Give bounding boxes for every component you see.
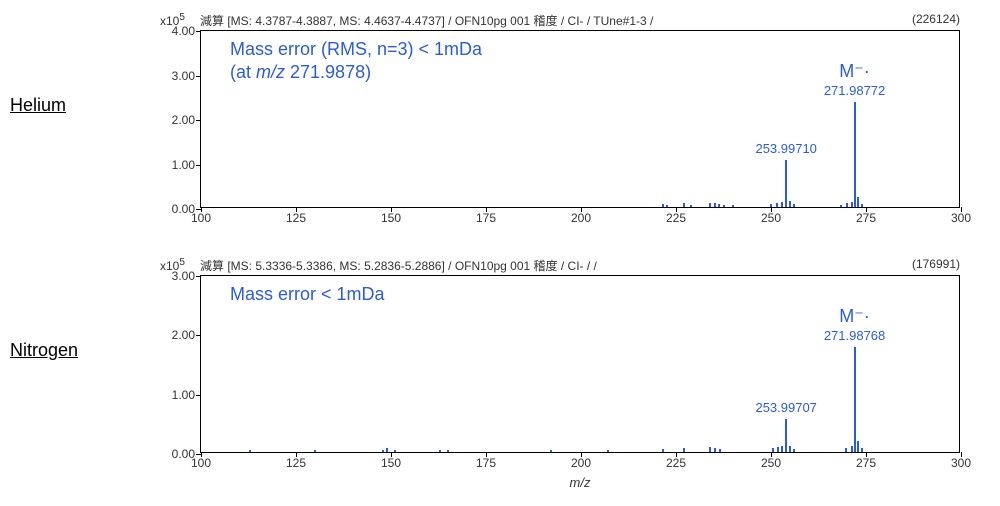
spectrum-peak [776, 203, 778, 207]
peak-label-secondary: 253.99707 [755, 400, 816, 415]
x-tick-label: 100 [191, 456, 211, 470]
x-tick-label: 100 [191, 211, 211, 225]
spectrum-peak [683, 203, 685, 207]
spectrum-peak [723, 205, 725, 207]
spectrum-peak [709, 447, 711, 452]
y-tick-label: 1.00 [172, 158, 195, 172]
spectrum-peak [718, 204, 720, 207]
spectrum-peak [861, 448, 863, 452]
x-tick-label: 125 [286, 211, 306, 225]
spectrum-peak [857, 441, 859, 452]
x-tick-label: 200 [571, 211, 591, 225]
spectrum-peak [683, 448, 685, 452]
spectrum-peak [447, 450, 449, 452]
x-tick-label: 225 [666, 456, 686, 470]
spectrum-peak [550, 450, 552, 452]
spectrum-peak [845, 448, 847, 452]
spectrum-peak [666, 205, 668, 207]
spectrum-peak [789, 201, 791, 207]
x-tick-label: 225 [666, 211, 686, 225]
spectrum-peak [690, 205, 692, 207]
spectrum-peak [714, 203, 716, 207]
annotation-line1: Mass error (RMS, n=3) < 1mDa [230, 38, 482, 61]
series-label-nitrogen: Nitrogen [10, 340, 78, 361]
x-tick-label: 150 [381, 211, 401, 225]
spectrum-peak [840, 205, 842, 207]
x-tick-label: 300 [951, 456, 971, 470]
x-tick-label: 275 [856, 456, 876, 470]
annotation-nitrogen: Mass error < 1mDa [230, 283, 385, 306]
x-tick-label: 175 [476, 456, 496, 470]
spectrum-peak [781, 202, 783, 207]
plot2-title-right: (176991) [912, 257, 960, 271]
spectrum-peak [854, 347, 856, 452]
spectrum-peak [732, 205, 734, 207]
x-tick-label: 150 [381, 456, 401, 470]
spectrum-peak [439, 450, 441, 452]
y-tick-label: 3.00 [172, 69, 195, 83]
spectrum-peak [785, 160, 787, 207]
spectrum-peak [772, 448, 774, 452]
annotation-line2: (at m/z 271.9878) [230, 61, 482, 84]
spectrum-peak [709, 203, 711, 207]
spectrum-peak [662, 204, 664, 207]
annotation-helium: Mass error (RMS, n=3) < 1mDa (at m/z 271… [230, 38, 482, 85]
y-tick-label: 2.00 [172, 328, 195, 342]
spectrum-peak [777, 447, 779, 452]
spectrum-peak [857, 197, 859, 207]
y-tick-label: 1.00 [172, 388, 195, 402]
x-tick-label: 200 [571, 456, 591, 470]
y-tick [196, 31, 201, 32]
y-tick [196, 120, 201, 121]
peak-label-secondary: 253.99710 [755, 141, 816, 156]
peak-label-M: M⁻· [839, 61, 870, 82]
spectrum-peak [394, 450, 396, 452]
x-tick-label: 250 [761, 456, 781, 470]
spectrum-peak [662, 449, 664, 452]
spectrum-peak [607, 450, 609, 452]
spectrum-peak [382, 450, 384, 452]
y-tick [196, 395, 201, 396]
x-tick-label: 175 [476, 211, 496, 225]
spectrum-peak [314, 450, 316, 452]
spectrum-peak [781, 446, 783, 452]
y-tick-label: 4.00 [172, 24, 195, 38]
y-tick [196, 76, 201, 77]
spectrum-peak [861, 204, 863, 207]
y-tick [196, 335, 201, 336]
peak-label-M: M⁻· [839, 306, 870, 327]
spectrum-peak [386, 448, 388, 452]
spectrum-peak [854, 102, 856, 207]
series-label-helium: Helium [10, 95, 66, 116]
spectrum-peak [249, 450, 251, 452]
spectrum-peak [785, 419, 787, 452]
spectrum-peak [719, 449, 721, 452]
spectrum-peak [851, 446, 853, 452]
x-axis-label: m/z [570, 475, 591, 490]
peak-label-main-mz: 271.98768 [824, 328, 885, 343]
x-tick-label: 300 [951, 211, 971, 225]
spectrum-peak [793, 449, 795, 452]
spectrum-peak [789, 446, 791, 452]
x-tick-label: 125 [286, 456, 306, 470]
spectrum-peak [770, 204, 772, 207]
spectrum-peak [793, 204, 795, 207]
figure-root: { "layout": { "plot_left": 200, "plot_wi… [0, 0, 1000, 506]
spectrum-peak [846, 203, 848, 207]
x-tick-label: 250 [761, 211, 781, 225]
y-tick-label: 2.00 [172, 113, 195, 127]
plot1-title-right: (226124) [912, 12, 960, 26]
annotation-line1: Mass error < 1mDa [230, 283, 385, 306]
spectrum-peak [714, 448, 716, 452]
x-tick-label: 275 [856, 211, 876, 225]
y-tick-label: 3.00 [172, 269, 195, 283]
plot2-title-left: 減算 [MS: 5.3336-5.3386, MS: 5.2836-5.2886… [200, 257, 597, 274]
y-tick [196, 165, 201, 166]
plot1-title-left: 減算 [MS: 4.3787-4.3887, MS: 4.4637-4.4737… [200, 12, 653, 29]
y-tick [196, 276, 201, 277]
peak-label-main-mz: 271.98772 [824, 83, 885, 98]
